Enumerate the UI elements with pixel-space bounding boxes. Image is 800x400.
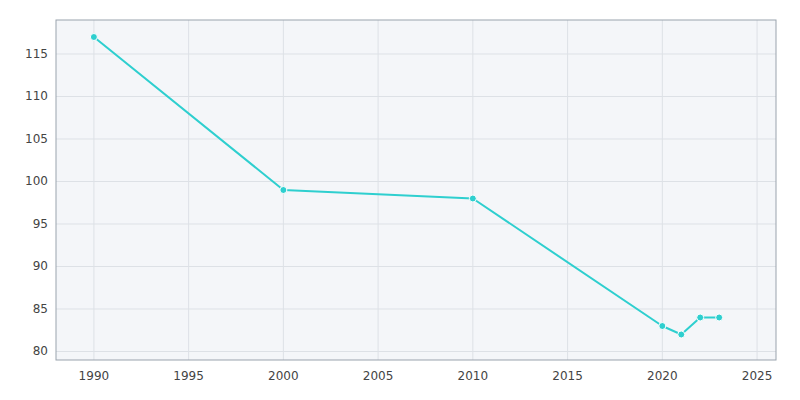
y-tick-label: 110 [25,89,48,103]
plot-frame [56,20,776,360]
plot-background [56,20,776,360]
x-grid-line [378,20,379,360]
y-grid-line [56,139,776,140]
y-grid-line [56,224,776,225]
point [716,314,723,321]
y-tick-label: 100 [25,174,48,188]
x-tick-label: 2020 [647,369,678,383]
point [697,314,704,321]
x-grid-line [757,20,758,360]
x-grid-line [662,20,663,360]
point [280,187,287,194]
x-tick-label: 2000 [268,369,299,383]
x-tick-label: 2005 [363,369,394,383]
x-grid-line [472,20,473,360]
y-tick-label: 95 [33,217,48,231]
x-tick-label: 2010 [458,369,489,383]
point [469,195,476,202]
chart: 80 85 90 95 100 105 110 115 1990 1995 2000 2005 2010… [0,0,800,400]
y-grid-line [56,309,776,310]
y-grid-line [56,181,776,182]
y-grid-line [56,54,776,55]
y-tick-label: 115 [25,47,48,61]
y-grid-line [56,351,776,352]
point [90,34,97,41]
axes: 80 85 90 95 100 105 110 115 1990 1995 2000 2005 2010… [25,47,772,384]
point [659,323,666,330]
y-grid-line [56,96,776,97]
y-tick-label: 90 [33,259,48,273]
x-tick-label: 1995 [173,369,204,383]
y-tick-label: 105 [25,132,48,146]
x-grid-line [93,20,94,360]
point [678,331,685,338]
x-tick-label: 1990 [79,369,110,383]
chart-container: 80 85 90 95 100 105 110 115 1990 1995 2000 2005 2010… [0,0,800,400]
x-grid-line [567,20,568,360]
x-grid-line [188,20,189,360]
line [94,37,719,335]
y-tick-label: 80 [33,344,48,358]
series [90,34,722,339]
x-tick-label: 2025 [742,369,773,383]
y-tick-label: 85 [33,302,48,316]
y-grid-line [56,266,776,267]
x-tick-label: 2015 [552,369,583,383]
grid [56,20,776,360]
